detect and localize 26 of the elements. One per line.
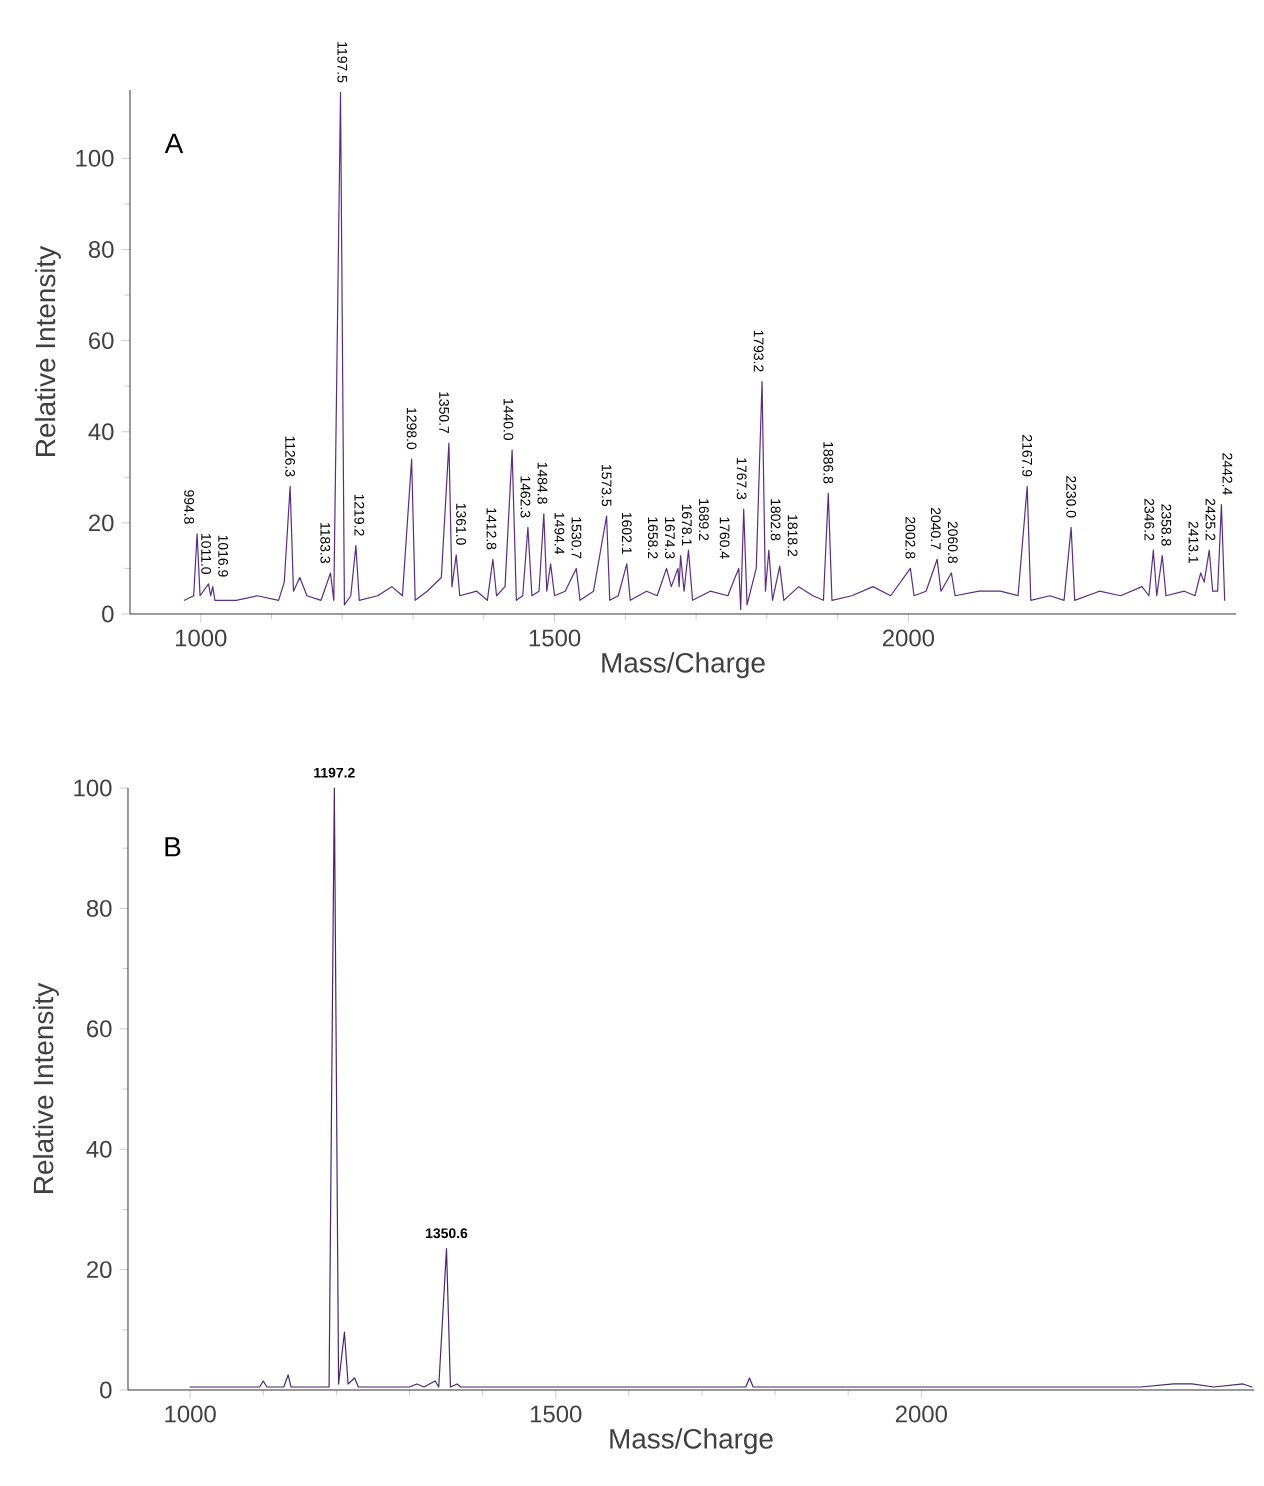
- annotation: B: [165, 837, 181, 857]
- x-tick-label: 1000: [175, 629, 227, 647]
- y-tick-label: 40: [86, 1140, 112, 1158]
- y-tick-label: 20: [89, 514, 114, 532]
- y-tick-label: 100: [76, 149, 114, 167]
- y-tick-label: 20: [87, 1261, 112, 1279]
- y-tick-label: 0: [102, 605, 114, 623]
- x-axis-title: Mass/Charge: [602, 652, 765, 679]
- x-tick-label: 2000: [882, 629, 935, 647]
- y-tick-label: 60: [87, 1020, 112, 1038]
- y-tick-label: 80: [86, 899, 112, 917]
- x-tick-label: 1500: [529, 629, 581, 647]
- y-tick-label: 60: [89, 332, 114, 350]
- annotation: A: [164, 133, 184, 153]
- y-tick-label: 40: [88, 423, 114, 441]
- y-axis-title: Relative Intensity: [34, 245, 61, 456]
- y-tick-label: 100: [74, 779, 112, 797]
- y-axis-title: Relative Intensity: [32, 982, 59, 1193]
- y-tick-label: 80: [88, 241, 114, 258]
- x-tick-label: 2000: [895, 1405, 947, 1423]
- x-tick-label: 1500: [530, 1405, 582, 1423]
- x-tick-label: 1000: [165, 1405, 216, 1423]
- y-tick-label: 0: [100, 1381, 112, 1399]
- line-series: [183, 91, 1226, 611]
- line-series: [189, 787, 1253, 1388]
- x-axis-title: Mass/Charge: [610, 1428, 773, 1455]
